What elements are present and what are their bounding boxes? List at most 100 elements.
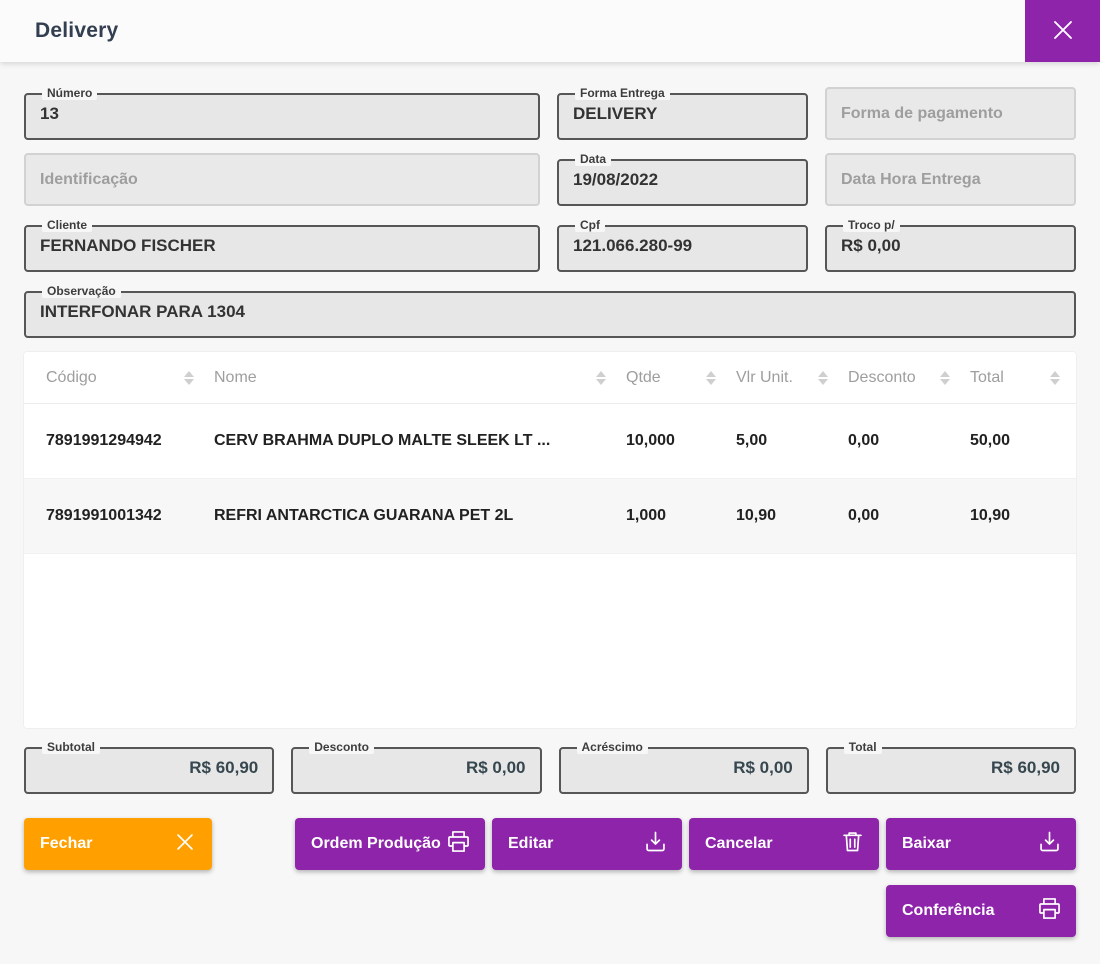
cancelar-label: Cancelar [705, 835, 773, 852]
cell-nome: CERV BRAHMA DUPLO MALTE SLEEK LT ... [214, 432, 551, 449]
cell-nome: REFRI ANTARCTICA GUARANA PET 2L [214, 507, 514, 524]
forma-entrega-field[interactable]: Forma Entrega DELIVERY [557, 87, 808, 140]
data-field[interactable]: Data 19/08/2022 [557, 153, 808, 206]
printer-icon [1036, 895, 1063, 927]
acrescimo-label: Acréscimo [576, 741, 648, 754]
close-icon [171, 828, 199, 861]
totals-bar: Subtotal R$ 60,90 Desconto R$ 0,00 Acrés… [24, 741, 1076, 794]
cpf-value: 121.066.280-99 [573, 236, 693, 255]
sort-icon[interactable] [818, 370, 828, 385]
cell-qtde: 1,000 [626, 507, 667, 524]
cliente-label: Cliente [42, 219, 93, 232]
numero-value: 13 [40, 104, 59, 123]
total-field: Total R$ 60,90 [825, 741, 1076, 794]
forma-entrega-label: Forma Entrega [575, 87, 670, 100]
observacao-label: Observação [42, 285, 121, 298]
cancelar-button[interactable]: Cancelar [689, 818, 879, 870]
data-value: 19/08/2022 [573, 170, 659, 189]
ordem-producao-button[interactable]: Ordem Produção [295, 818, 485, 870]
modal-body: Número 13 Forma Entrega DELIVERY Forma d… [0, 62, 1100, 937]
sort-icon[interactable] [940, 370, 950, 385]
cpf-field[interactable]: Cpf 121.066.280-99 [557, 219, 808, 272]
troco-value: R$ 0,00 [841, 236, 901, 255]
data-label: Data [575, 153, 612, 166]
sort-icon[interactable] [596, 370, 606, 385]
column-header-nome[interactable]: Nome [204, 369, 616, 387]
table-body: 7891991294942 CERV BRAHMA DUPLO MALTE SL… [24, 404, 1076, 554]
numero-field[interactable]: Número 13 [24, 87, 540, 140]
total-value: R$ 60,90 [991, 758, 1060, 777]
subtotal-field: Subtotal R$ 60,90 [24, 741, 275, 794]
troco-field[interactable]: Troco p/ R$ 0,00 [825, 219, 1076, 272]
observacao-field[interactable]: Observação INTERFONAR PARA 1304 [24, 285, 1076, 338]
fechar-button[interactable]: Fechar [24, 818, 212, 870]
baixar-button[interactable]: Baixar [886, 818, 1076, 870]
identificacao-field[interactable]: Identificação [24, 153, 540, 206]
desconto-total-field: Desconto R$ 0,00 [291, 741, 542, 794]
trash-icon [839, 828, 866, 860]
column-label-vlr-unit: Vlr Unit. [736, 368, 793, 386]
column-label-qtde: Qtde [626, 368, 661, 386]
desconto-total-label: Desconto [309, 741, 374, 754]
ordem-producao-label: Ordem Produção [311, 835, 441, 852]
modal-header: Delivery [0, 0, 1100, 62]
forma-entrega-value: DELIVERY [573, 104, 658, 123]
forma-pagamento-placeholder: Forma de pagamento [841, 104, 1003, 122]
column-header-vlr-unit[interactable]: Vlr Unit. [726, 369, 838, 387]
troco-label: Troco p/ [843, 219, 900, 232]
acrescimo-value: R$ 0,00 [733, 758, 793, 777]
cell-vlr-unit: 5,00 [736, 432, 768, 449]
cell-codigo: 7891991001342 [46, 507, 162, 524]
cell-codigo: 7891991294942 [46, 432, 162, 449]
table-row[interactable]: 7891991001342 REFRI ANTARCTICA GUARANA P… [24, 479, 1076, 554]
action-bar: Fechar Ordem Produção [24, 818, 1076, 870]
download-icon [1036, 828, 1063, 860]
purple-actions-group: Ordem Produção Editar [295, 818, 1076, 870]
column-header-total[interactable]: Total [960, 369, 1076, 387]
conferencia-label: Conferência [902, 902, 995, 919]
cliente-value: FERNANDO FISCHER [40, 236, 216, 255]
baixar-label: Baixar [902, 835, 951, 852]
conferencia-button[interactable]: Conferência [886, 885, 1076, 937]
column-header-desconto[interactable]: Desconto [838, 369, 960, 387]
identificacao-placeholder: Identificação [40, 170, 138, 188]
data-hora-entrega-placeholder: Data Hora Entrega [841, 170, 981, 188]
column-label-total: Total [970, 368, 1004, 386]
cell-total: 50,00 [970, 432, 1011, 449]
cell-vlr-unit: 10,90 [736, 507, 777, 524]
column-label-desconto: Desconto [848, 368, 916, 386]
data-hora-entrega-field[interactable]: Data Hora Entrega [825, 153, 1076, 206]
editar-label: Editar [508, 835, 554, 852]
cell-total: 10,90 [970, 507, 1011, 524]
editar-button[interactable]: Editar [492, 818, 682, 870]
close-button[interactable] [1025, 0, 1100, 62]
sort-icon[interactable] [1050, 370, 1060, 385]
items-table: Código Nome Qtde Vlr Unit. Desconto [24, 352, 1076, 728]
subtotal-value: R$ 60,90 [189, 758, 259, 777]
total-label: Total [843, 741, 882, 754]
fechar-label: Fechar [40, 835, 93, 852]
observacao-value: INTERFONAR PARA 1304 [40, 302, 245, 321]
action-bar-secondary: Conferência [24, 885, 1076, 937]
printer-icon [445, 828, 472, 860]
table-row[interactable]: 7891991294942 CERV BRAHMA DUPLO MALTE SL… [24, 404, 1076, 479]
table-header-row: Código Nome Qtde Vlr Unit. Desconto [24, 352, 1076, 404]
desconto-total-value: R$ 0,00 [465, 758, 526, 777]
order-form: Número 13 Forma Entrega DELIVERY Forma d… [24, 87, 1076, 338]
cliente-field[interactable]: Cliente FERNANDO FISCHER [24, 219, 540, 272]
column-label-nome: Nome [214, 368, 257, 386]
column-header-qtde[interactable]: Qtde [616, 369, 726, 387]
download-icon [642, 828, 669, 860]
cpf-label: Cpf [575, 219, 605, 232]
subtotal-label: Subtotal [42, 741, 100, 754]
column-header-codigo[interactable]: Código [24, 369, 204, 387]
acrescimo-field: Acréscimo R$ 0,00 [558, 741, 809, 794]
sort-icon[interactable] [706, 370, 716, 385]
cell-desconto: 0,00 [848, 507, 880, 524]
cell-qtde: 10,000 [626, 432, 675, 449]
modal-title: Delivery [35, 19, 119, 42]
forma-pagamento-field[interactable]: Forma de pagamento [825, 87, 1076, 140]
numero-label: Número [42, 87, 98, 100]
sort-icon[interactable] [184, 370, 194, 385]
